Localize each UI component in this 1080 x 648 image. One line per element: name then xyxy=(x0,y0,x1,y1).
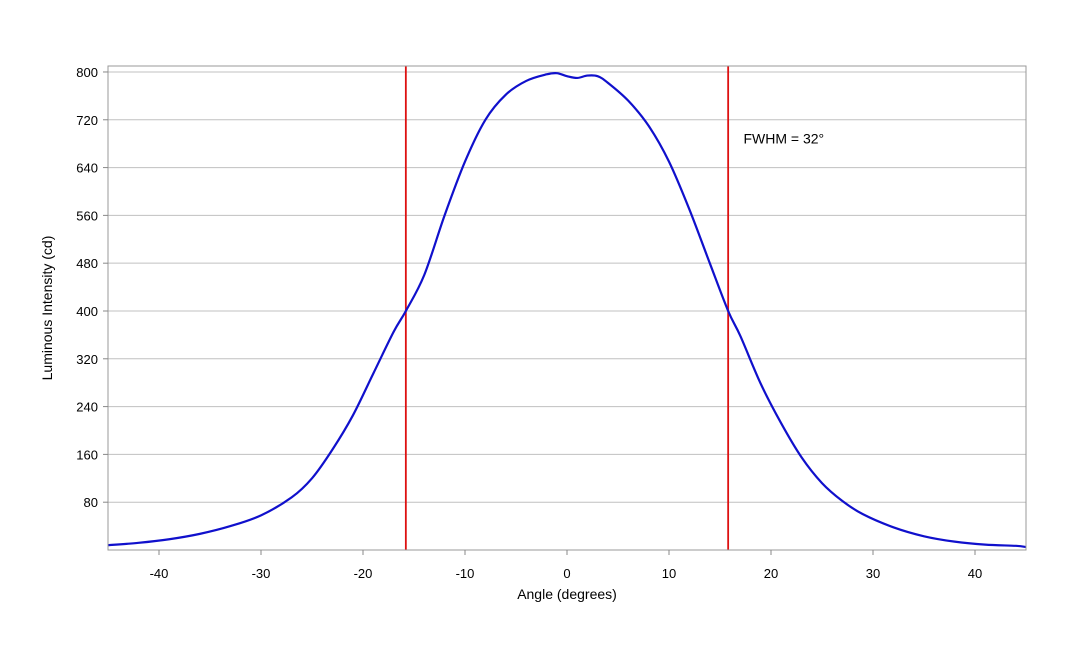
y-tick-label-720: 720 xyxy=(76,113,98,128)
gridlines xyxy=(108,71,1026,503)
y-tick-label-480: 480 xyxy=(76,256,98,271)
y-tick-label-80: 80 xyxy=(84,495,98,510)
y-tick-label-400: 400 xyxy=(76,304,98,319)
fwhm-annotation: FWHM = 32° xyxy=(743,131,824,147)
fwhm-markers xyxy=(404,66,730,550)
x-tick-label-40: 40 xyxy=(968,566,982,581)
x-tick-label--10: -10 xyxy=(456,566,475,581)
series-layer xyxy=(107,71,1027,549)
x-tick-label-10: 10 xyxy=(662,566,676,581)
series-line-1 xyxy=(107,71,1027,549)
y-tick-label-160: 160 xyxy=(76,447,98,462)
y-tick-label-320: 320 xyxy=(76,352,98,367)
x-tick-label--40: -40 xyxy=(150,566,169,581)
plot-area xyxy=(108,66,1026,550)
y-tick-label-800: 800 xyxy=(76,65,98,80)
y-axis-ticks: 80 160 240 320 400 480 560 640 720 800 xyxy=(76,65,108,510)
y-tick-label-560: 560 xyxy=(76,208,98,223)
x-tick-label--20: -20 xyxy=(354,566,373,581)
x-axis-label: Angle (degrees) xyxy=(517,586,617,602)
x-tick-label--30: -30 xyxy=(252,566,271,581)
y-axis-label: Luminous Intensity (cd) xyxy=(39,236,55,381)
y-tick-label-640: 640 xyxy=(76,161,98,176)
x-tick-label-20: 20 xyxy=(764,566,778,581)
x-tick-label-30: 30 xyxy=(866,566,880,581)
y-tick-label-240: 240 xyxy=(76,400,98,415)
x-axis-ticks: -40 -30 -20 -10 0 10 20 30 40 xyxy=(150,550,982,581)
annotations: FWHM = 32° xyxy=(743,131,824,147)
x-tick-label-0: 0 xyxy=(563,566,570,581)
